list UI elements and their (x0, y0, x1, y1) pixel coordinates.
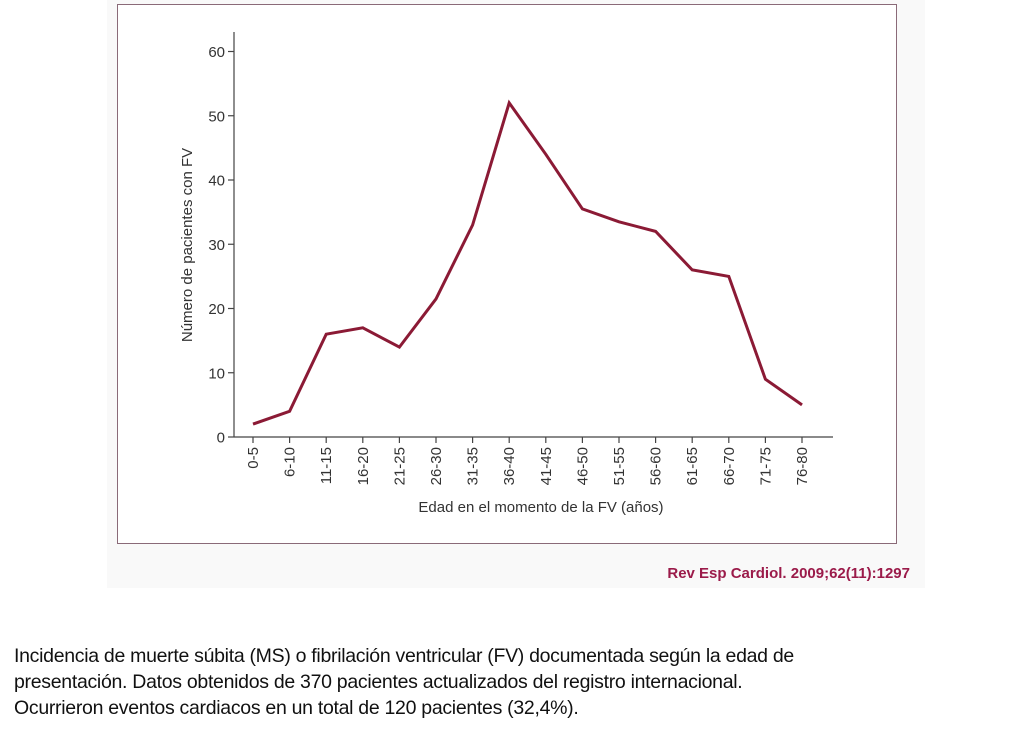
line-chart: 0 10 20 30 40 50 60 0-5 6-10 11-15 16-20 21-25 26-3… (179, 32, 833, 516)
x-tick-label: 61-65 (684, 447, 701, 485)
y-tick-label: 60 (208, 44, 225, 61)
x-tick-label: 21-25 (391, 447, 408, 485)
x-tick-label: 36-40 (501, 447, 518, 485)
caption-line-1: Incidencia de muerte súbita (MS) o fibri… (14, 645, 794, 667)
citation: Rev Esp Cardiol. 2009;62(11):1297 (667, 565, 910, 582)
y-tick-label: 0 (217, 430, 225, 447)
x-tick-label: 26-30 (428, 447, 445, 485)
chart-frame (117, 4, 897, 544)
x-tick-label: 66-70 (721, 447, 738, 485)
y-axis-title: Número de pacientes con FV (179, 148, 196, 342)
x-tick-label: 0-5 (245, 447, 262, 469)
x-axis: 0-5 6-10 11-15 16-20 21-25 26-30 31-35 36-40 41-… (234, 436, 833, 485)
figure-caption: Incidencia de muerte súbita (MS) o fibri… (14, 643, 1019, 721)
caption-line-3: Ocurrieron eventos cardiacos en un total… (14, 697, 579, 719)
x-axis-title: Edad en el momento de la FV (años) (418, 499, 663, 516)
y-axis: 0 10 20 30 40 50 60 (208, 32, 235, 447)
y-tick-label: 20 (208, 301, 225, 318)
y-tick-label: 50 (208, 108, 225, 125)
caption-line-2: presentación. Datos obtenidos de 370 pac… (14, 671, 743, 693)
x-tick-label: 6-10 (282, 447, 299, 477)
x-tick-label: 76-80 (794, 447, 811, 485)
x-tick-label: 56-60 (648, 447, 665, 485)
series-layer (252, 99, 803, 426)
x-tick-label: 16-20 (355, 447, 372, 485)
x-tick-label: 31-35 (465, 447, 482, 485)
y-tick-label: 40 (208, 173, 225, 190)
x-tick-label: 51-55 (611, 447, 628, 485)
y-tick-label: 10 (208, 365, 225, 382)
y-tick-label: 30 (208, 237, 225, 254)
x-tick-label: 41-45 (538, 447, 555, 485)
x-tick-label: 46-50 (574, 447, 591, 485)
x-tick-label: 11-15 (318, 447, 335, 484)
series-line (252, 99, 803, 426)
x-tick-label: 71-75 (757, 447, 774, 485)
